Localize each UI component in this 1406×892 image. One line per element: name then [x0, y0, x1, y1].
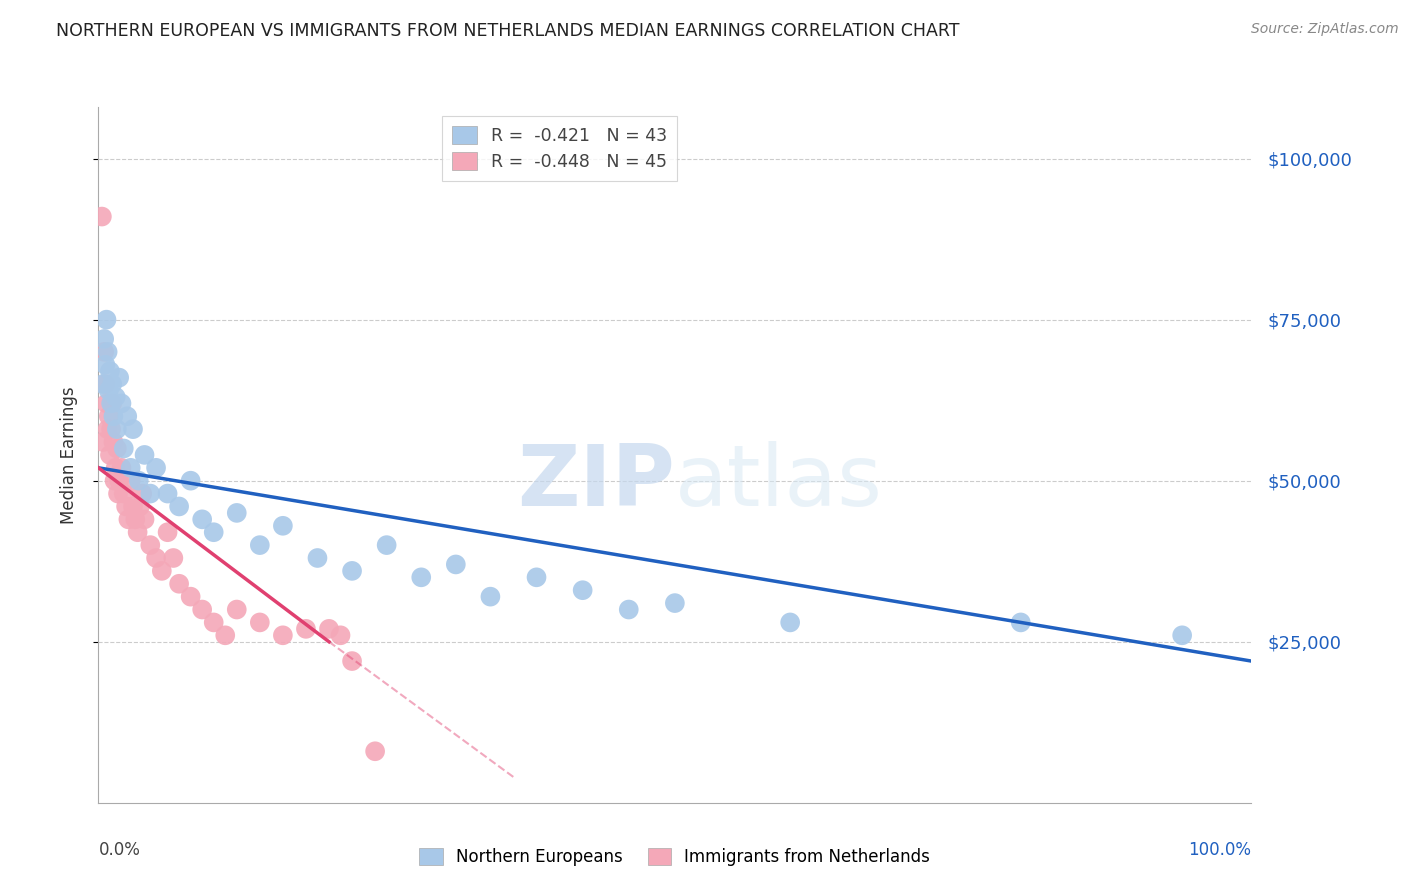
- Point: [271, 518, 294, 533]
- Point: [307, 551, 329, 566]
- Point: [128, 474, 150, 488]
- Point: [117, 409, 139, 424]
- Point: [340, 654, 363, 668]
- Point: [97, 409, 120, 424]
- Point: [101, 396, 124, 410]
- Point: [139, 538, 162, 552]
- Point: [180, 474, 202, 488]
- Point: [340, 564, 363, 578]
- Point: [202, 615, 225, 630]
- Point: [90, 210, 112, 224]
- Point: [110, 460, 132, 475]
- Point: [98, 364, 121, 378]
- Point: [131, 486, 153, 500]
- Point: [295, 622, 318, 636]
- Point: [191, 512, 214, 526]
- Point: [139, 486, 162, 500]
- Point: [444, 558, 467, 572]
- Point: [526, 570, 548, 584]
- Point: [1010, 615, 1032, 630]
- Point: [145, 460, 167, 475]
- Point: [411, 570, 433, 584]
- Point: [100, 396, 122, 410]
- Point: [100, 422, 122, 436]
- Point: [97, 344, 120, 359]
- Point: [225, 506, 247, 520]
- Point: [103, 474, 125, 488]
- Point: [103, 435, 125, 450]
- Point: [117, 512, 139, 526]
- Point: [479, 590, 502, 604]
- Point: [664, 596, 686, 610]
- Text: atlas: atlas: [675, 442, 883, 524]
- Point: [112, 486, 135, 500]
- Point: [779, 615, 801, 630]
- Point: [134, 448, 156, 462]
- Point: [103, 409, 125, 424]
- Point: [124, 512, 146, 526]
- Point: [145, 551, 167, 566]
- Point: [129, 500, 152, 514]
- Point: [364, 744, 387, 758]
- Point: [214, 628, 236, 642]
- Point: [105, 422, 128, 436]
- Point: [122, 422, 145, 436]
- Point: [122, 500, 145, 514]
- Text: 100.0%: 100.0%: [1188, 841, 1251, 859]
- Point: [375, 538, 398, 552]
- Text: ZIP: ZIP: [517, 442, 675, 524]
- Point: [93, 344, 115, 359]
- Point: [108, 370, 131, 384]
- Point: [112, 442, 135, 456]
- Point: [329, 628, 352, 642]
- Point: [271, 628, 294, 642]
- Point: [127, 525, 149, 540]
- Point: [180, 590, 202, 604]
- Legend: Northern Europeans, Immigrants from Netherlands: Northern Europeans, Immigrants from Neth…: [411, 840, 939, 875]
- Point: [1171, 628, 1194, 642]
- Point: [97, 384, 120, 398]
- Point: [617, 602, 640, 616]
- Point: [108, 474, 131, 488]
- Text: NORTHERN EUROPEAN VS IMMIGRANTS FROM NETHERLANDS MEDIAN EARNINGS CORRELATION CHA: NORTHERN EUROPEAN VS IMMIGRANTS FROM NET…: [56, 22, 960, 40]
- Point: [249, 615, 271, 630]
- Point: [134, 512, 156, 526]
- Point: [94, 358, 117, 372]
- Point: [571, 583, 593, 598]
- Point: [120, 460, 142, 475]
- Point: [167, 576, 190, 591]
- Point: [94, 377, 117, 392]
- Text: Source: ZipAtlas.com: Source: ZipAtlas.com: [1251, 22, 1399, 37]
- Point: [156, 525, 179, 540]
- Y-axis label: Median Earnings: Median Earnings: [59, 386, 77, 524]
- Point: [115, 500, 138, 514]
- Point: [96, 312, 118, 326]
- Point: [105, 442, 128, 456]
- Point: [191, 602, 214, 616]
- Point: [162, 551, 184, 566]
- Point: [110, 396, 132, 410]
- Text: 0.0%: 0.0%: [98, 841, 141, 859]
- Point: [150, 564, 173, 578]
- Point: [202, 525, 225, 540]
- Point: [156, 486, 179, 500]
- Point: [107, 486, 129, 500]
- Point: [249, 538, 271, 552]
- Point: [97, 422, 120, 436]
- Point: [225, 602, 247, 616]
- Point: [98, 448, 121, 462]
- Point: [167, 500, 190, 514]
- Legend: R =  -0.421   N = 43, R =  -0.448   N = 45: R = -0.421 N = 43, R = -0.448 N = 45: [441, 116, 678, 181]
- Point: [120, 474, 142, 488]
- Point: [96, 396, 118, 410]
- Point: [104, 460, 127, 475]
- Point: [91, 377, 114, 392]
- Point: [93, 332, 115, 346]
- Point: [91, 435, 114, 450]
- Point: [318, 622, 340, 636]
- Point: [101, 377, 124, 392]
- Point: [104, 390, 127, 404]
